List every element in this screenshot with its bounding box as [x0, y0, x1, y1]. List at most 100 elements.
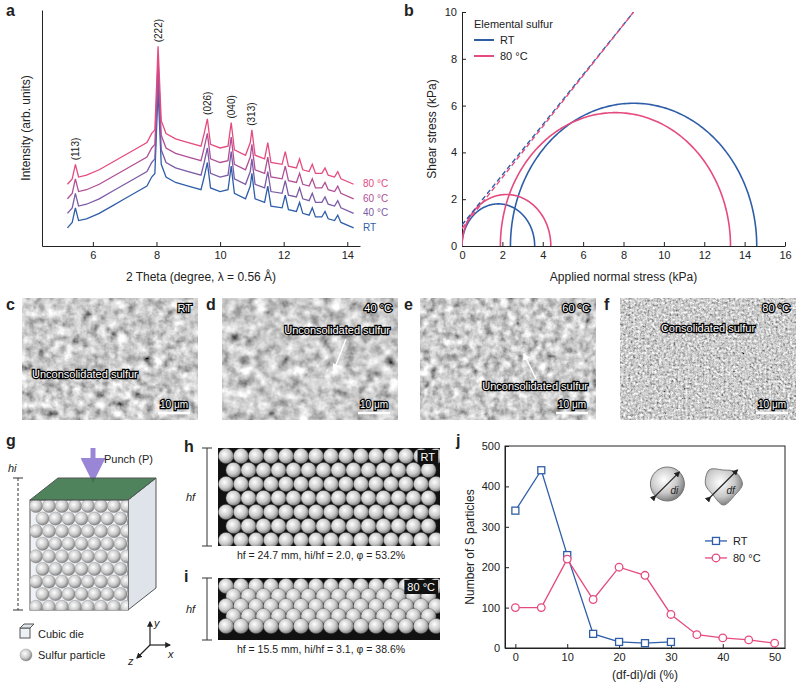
particle — [101, 562, 114, 575]
tick-label: 400 — [482, 480, 500, 492]
particle — [323, 618, 338, 633]
tick-mark — [156, 242, 157, 246]
tick-mark — [505, 648, 509, 649]
particle — [383, 448, 398, 463]
tick-mark — [567, 644, 568, 648]
axis-name: x — [167, 648, 174, 660]
particle — [42, 600, 55, 610]
tick-label: 300 — [482, 521, 500, 533]
particle — [331, 462, 346, 477]
height-line — [207, 448, 208, 546]
tick: 14 — [342, 242, 354, 261]
particle — [428, 476, 440, 491]
particle — [278, 448, 293, 463]
particle — [62, 562, 75, 575]
scale-bar-label: 10 μm — [360, 399, 388, 410]
tick: 40 — [717, 644, 729, 663]
height-line — [207, 578, 208, 640]
plot-marks — [462, 12, 757, 246]
panel-letter: a — [6, 2, 15, 19]
particle — [120, 600, 128, 610]
particle — [62, 537, 75, 550]
tick: 500 — [482, 440, 509, 452]
y-axis: 0100200300400500 — [482, 440, 509, 654]
height-tick — [202, 448, 212, 449]
height-tick — [13, 478, 23, 479]
particle — [376, 462, 391, 477]
particle — [81, 550, 94, 563]
height-label: hf — [186, 603, 196, 615]
particle — [62, 588, 75, 601]
legend-marker — [713, 537, 720, 544]
particle — [308, 618, 323, 633]
panel-letter: e — [404, 296, 413, 313]
tick: 10 — [562, 644, 574, 663]
particle — [49, 562, 62, 575]
particle — [413, 618, 428, 633]
series-label: RT — [363, 222, 376, 233]
particle — [308, 532, 323, 546]
peak-label: (222) — [153, 19, 164, 42]
tick-mark — [543, 242, 544, 246]
particle — [81, 600, 94, 610]
y-axis — [42, 11, 43, 247]
tick-label: 14 — [342, 249, 354, 261]
axis-arrow — [137, 645, 150, 658]
particle — [368, 532, 383, 546]
annotation: Unconsolidated sulfur — [32, 368, 138, 380]
particle — [30, 600, 43, 610]
series-line — [515, 559, 774, 643]
tick-mark — [583, 242, 584, 246]
particle — [120, 500, 128, 513]
axis-title: Number of S particles — [463, 489, 477, 604]
tick-mark — [505, 446, 509, 447]
particle — [398, 532, 413, 546]
inset-label: di — [670, 485, 679, 496]
particle — [49, 588, 62, 601]
particle — [233, 532, 248, 546]
particle — [331, 490, 346, 505]
tick-label: 12 — [278, 249, 290, 261]
particle — [68, 550, 81, 563]
axis-name: z — [127, 655, 134, 667]
tick: 400 — [482, 480, 509, 492]
particle — [218, 448, 233, 463]
tick: 0 — [513, 644, 519, 663]
tick-label: 100 — [482, 602, 500, 614]
tick: 12 — [699, 242, 711, 261]
axis-title: 2 Theta (degree, λ = 0.56 Å) — [126, 269, 276, 284]
scale-bar — [358, 412, 390, 415]
particle — [323, 504, 338, 519]
particle — [75, 588, 88, 601]
tick-mark — [785, 242, 786, 246]
panel-letter: f — [604, 296, 610, 313]
figure: a681012142 Theta (degree, λ = 0.56 Å)Int… — [0, 0, 800, 686]
data-point — [590, 630, 597, 637]
data-point — [616, 638, 623, 645]
particle — [81, 500, 94, 513]
tick-mark — [704, 242, 705, 246]
legend-marker — [712, 554, 720, 562]
series-line — [515, 470, 671, 643]
tick-label: 10 — [658, 249, 670, 261]
height-tick — [13, 610, 23, 611]
particles — [218, 448, 440, 546]
tick-mark — [347, 242, 348, 246]
panel-letter: g — [6, 432, 16, 449]
particle — [376, 490, 391, 505]
particle — [346, 490, 361, 505]
particle — [406, 490, 421, 505]
panel-j: j010203040500100200300400500(df-di)/di (… — [455, 432, 786, 682]
panel-a: a681012142 Theta (degree, λ = 0.56 Å)Int… — [6, 2, 388, 284]
particle — [391, 462, 406, 477]
particle — [30, 550, 43, 563]
inset-label: df — [726, 485, 736, 496]
tick-label: 6 — [451, 100, 457, 112]
particle — [233, 448, 248, 463]
height-line — [18, 478, 19, 610]
particle — [293, 532, 308, 546]
y-axis: 0246810 — [445, 6, 466, 252]
tick-label: 8 — [621, 249, 627, 261]
particle — [248, 448, 263, 463]
axis-line — [463, 246, 786, 247]
